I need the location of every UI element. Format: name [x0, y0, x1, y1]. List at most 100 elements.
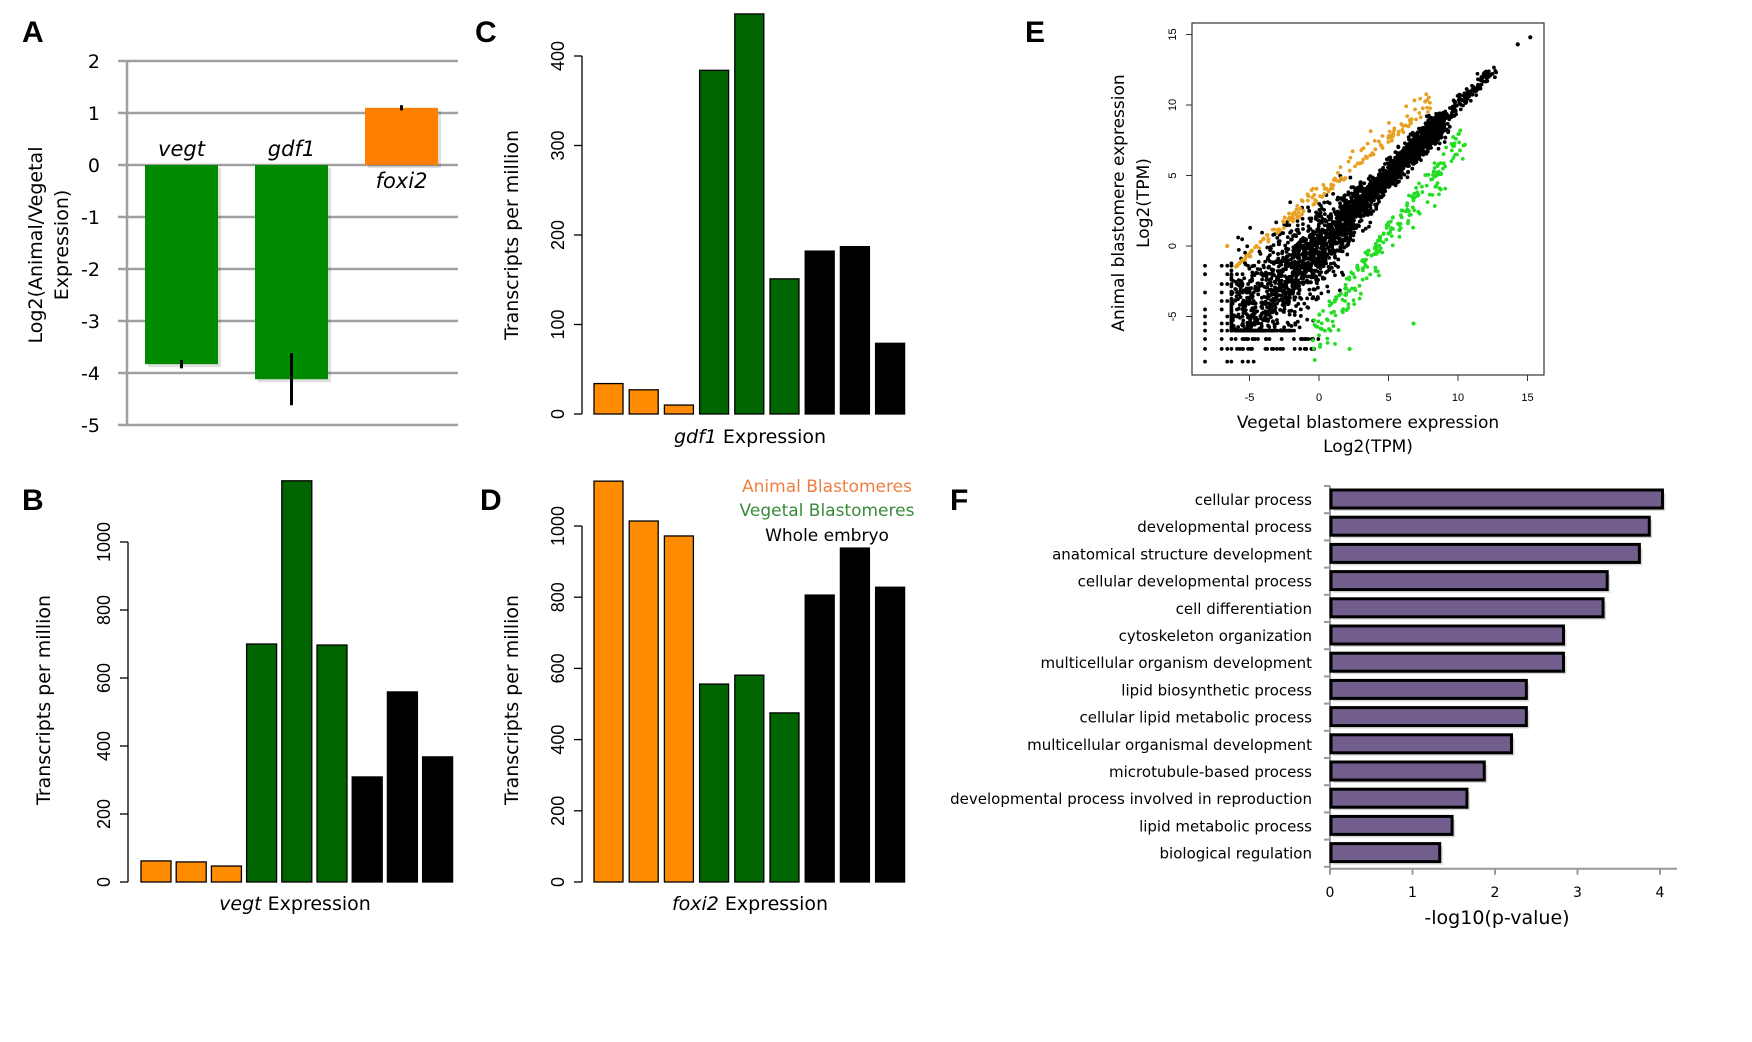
point-animal-enriched: [1278, 228, 1282, 233]
point-vegetal-enriched: [1461, 143, 1466, 148]
point-vegetal-enriched: [1410, 194, 1414, 199]
point-not-enriched: [1384, 157, 1389, 162]
point-not-enriched: [1261, 318, 1266, 323]
go-term-bar: [1329, 787, 1469, 809]
point-not-enriched: [1354, 186, 1359, 191]
point-not-enriched: [1295, 223, 1300, 228]
point-not-enriched: [1303, 253, 1308, 258]
point-not-enriched: [1404, 160, 1409, 165]
point-vegetal-enriched: [1451, 135, 1456, 139]
point-animal-enriched: [1282, 215, 1287, 220]
point-not-enriched: [1309, 216, 1314, 221]
point-not-enriched: [1219, 263, 1224, 268]
point-not-enriched: [1238, 286, 1243, 290]
point-animal-enriched: [1313, 198, 1318, 202]
bar: [316, 644, 348, 883]
point-not-enriched: [1240, 307, 1245, 312]
point-not-enriched: [1317, 251, 1322, 256]
point-animal-enriched: [1342, 177, 1346, 182]
bar: [421, 756, 454, 883]
point-not-enriched: [1422, 150, 1426, 154]
point-not-enriched: [1251, 299, 1256, 303]
point-vegetal-enriched: [1414, 185, 1419, 190]
point-vegetal-enriched: [1438, 161, 1443, 166]
point-not-enriched: [1338, 244, 1343, 249]
point-not-enriched: [1422, 138, 1426, 143]
point-animal-enriched: [1357, 161, 1361, 166]
point-not-enriched: [1270, 273, 1275, 278]
point-not-enriched: [1399, 175, 1403, 180]
point-not-enriched: [1336, 231, 1341, 236]
point-vegetal-enriched: [1435, 181, 1440, 186]
point-not-enriched: [1421, 152, 1426, 157]
point-not-enriched: [1410, 166, 1415, 171]
point-animal-enriched: [1425, 105, 1429, 110]
point-animal-enriched: [1338, 165, 1343, 169]
point-vegetal-enriched: [1340, 297, 1345, 302]
point-vegetal-enriched: [1391, 227, 1395, 231]
point-not-enriched: [1246, 315, 1250, 320]
point-not-enriched: [1266, 292, 1271, 297]
point-not-enriched: [1306, 205, 1310, 210]
point-vegetal-enriched: [1396, 221, 1400, 226]
point-not-enriched: [1289, 264, 1294, 268]
point-not-enriched: [1439, 119, 1444, 124]
go-term-bar: [1329, 733, 1513, 755]
legend-entry-whole-embryo: Whole embryo: [765, 526, 889, 546]
x-tick-label: -5: [1245, 392, 1255, 404]
point-vegetal-enriched: [1404, 209, 1408, 214]
point-not-enriched: [1307, 287, 1312, 292]
point-not-enriched: [1250, 294, 1255, 299]
point-not-enriched: [1305, 296, 1310, 301]
x-axis-suffix: Expression: [262, 893, 371, 915]
point-not-enriched: [1308, 262, 1313, 267]
point-vegetal-enriched: [1443, 164, 1448, 169]
point-not-enriched: [1233, 337, 1238, 341]
panel-letter-f: F: [950, 484, 968, 517]
point-not-enriched: [1356, 188, 1361, 193]
point-not-enriched: [1364, 199, 1369, 204]
point-not-enriched: [1303, 337, 1307, 341]
point-not-enriched: [1329, 233, 1334, 238]
point-not-enriched: [1364, 204, 1369, 209]
point-not-enriched: [1246, 299, 1251, 303]
point-not-enriched: [1229, 263, 1234, 268]
point-not-enriched: [1314, 297, 1319, 302]
go-term-label: cellular lipid metabolic process: [1079, 709, 1312, 727]
point-not-enriched: [1327, 255, 1331, 260]
point-animal-enriched: [1326, 189, 1331, 194]
point-vegetal-enriched: [1312, 318, 1317, 323]
point-not-enriched: [1325, 252, 1330, 257]
point-vegetal-enriched: [1458, 128, 1463, 133]
point-not-enriched: [1484, 70, 1489, 75]
point-not-enriched: [1437, 141, 1442, 146]
point-not-enriched: [1393, 183, 1398, 188]
point-animal-enriched: [1334, 178, 1339, 183]
point-not-enriched: [1297, 268, 1302, 273]
legend-entry-vegetal: Vegetal Blastomeres: [740, 501, 915, 521]
point-not-enriched: [1358, 180, 1363, 185]
panel-f-chart: -log10(p-value) 0 1 2 3 4 cellular process dev…: [950, 485, 1677, 929]
point-vegetal-enriched: [1375, 269, 1380, 274]
point-vegetal-enriched: [1360, 259, 1365, 263]
point-vegetal-enriched: [1363, 250, 1368, 255]
point-animal-enriched: [1368, 153, 1373, 158]
point-not-enriched: [1336, 265, 1340, 269]
point-not-enriched: [1383, 168, 1388, 173]
point-not-enriched: [1438, 123, 1442, 128]
point-not-enriched: [1371, 209, 1376, 214]
point-not-enriched: [1398, 172, 1403, 177]
gene-label-gdf1: gdf1: [268, 137, 315, 161]
point-not-enriched: [1280, 251, 1284, 256]
point-vegetal-enriched: [1331, 324, 1336, 328]
point-not-enriched: [1229, 325, 1234, 330]
bar: [628, 520, 659, 883]
point-not-enriched: [1267, 259, 1272, 264]
point-not-enriched: [1328, 241, 1333, 246]
point-not-enriched: [1314, 274, 1318, 279]
point-vegetal-enriched: [1351, 298, 1356, 303]
point-not-enriched: [1247, 286, 1252, 291]
point-not-enriched: [1345, 252, 1350, 257]
point-not-enriched: [1349, 185, 1354, 190]
y-tick-label: 1000: [548, 506, 568, 546]
